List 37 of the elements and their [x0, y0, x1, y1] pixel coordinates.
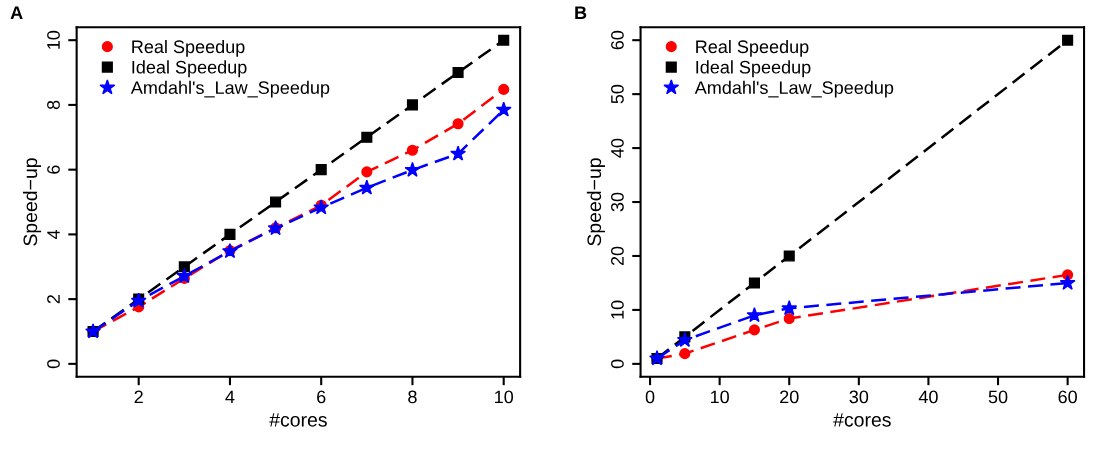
y-tick-label: 6 [47, 165, 60, 174]
y-tick-label: 60 [611, 30, 624, 50]
x-tick-label: 10 [710, 390, 729, 404]
y-tick-label: 40 [611, 138, 624, 158]
chart-title: A [10, 6, 23, 19]
y-tick-label: 0 [611, 359, 624, 369]
x-tick-label: 60 [1058, 390, 1077, 404]
legend-label: Amdahl's_Law_Speedup [130, 80, 330, 98]
x-tick-label: 8 [408, 390, 417, 404]
y-axis-title: Speed−up [586, 158, 605, 246]
x-tick-label: 0 [645, 390, 655, 404]
x-tick-label: 30 [849, 390, 869, 404]
legend-label: Ideal Speedup [132, 60, 247, 78]
y-tick-label: 10 [47, 30, 60, 49]
legend-label: Real Speedup [132, 39, 245, 57]
x-tick-label: 20 [780, 390, 799, 404]
x-tick-label: 40 [918, 390, 938, 404]
y-tick-label: 8 [47, 100, 60, 110]
y-tick-label: 30 [611, 192, 624, 212]
y-tick-label: 50 [611, 84, 624, 104]
legend-label: Amdahl's_Law_Speedup [694, 80, 894, 98]
y-tick-label: 2 [47, 295, 60, 304]
y-axis-title: Speed−up [22, 158, 42, 246]
legend-label: Real Speedup [696, 39, 809, 57]
x-axis-title: #cores [269, 413, 327, 427]
x-tick-label: 2 [134, 390, 143, 404]
y-tick-label: 4 [47, 229, 60, 239]
y-tick-label: 10 [611, 300, 624, 319]
x-tick-label: 6 [317, 390, 326, 404]
x-tick-label: 4 [225, 390, 235, 404]
legend-label: Ideal Speedup [696, 60, 811, 78]
y-tick-label: 0 [47, 359, 60, 369]
x-tick-label: 50 [988, 390, 1008, 404]
x-axis-title: #cores [833, 413, 891, 427]
chart-title: B [575, 6, 587, 19]
y-tick-label: 20 [611, 246, 624, 266]
x-tick-label: 10 [495, 390, 514, 404]
